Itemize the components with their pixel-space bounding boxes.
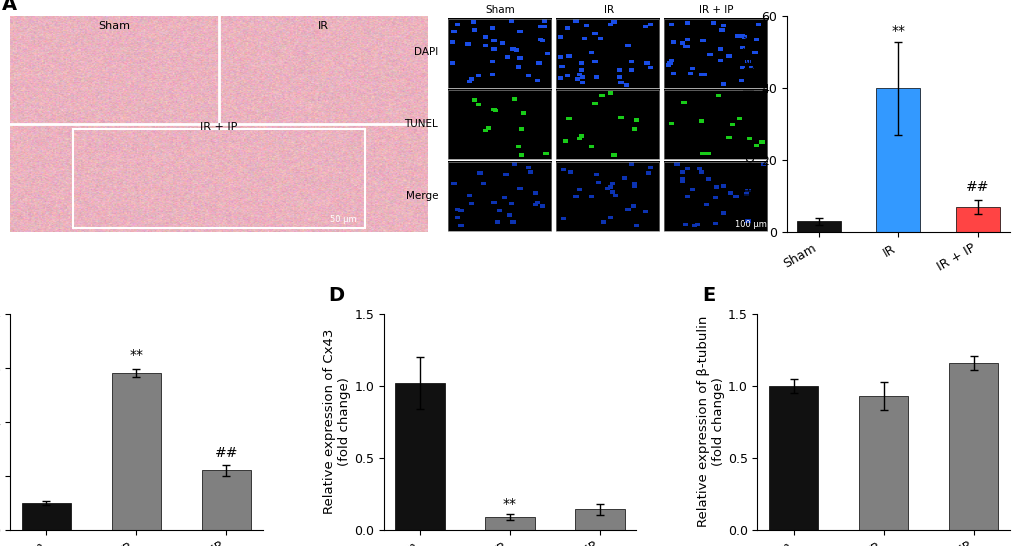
Bar	[948, 363, 998, 530]
Text: D: D	[328, 286, 344, 305]
Text: IR + IP: IR + IP	[200, 122, 237, 132]
Bar	[796, 221, 840, 232]
Text: A: A	[2, 0, 17, 14]
Text: E: E	[701, 286, 714, 305]
Y-axis label: Relative expression of β-tubulin
(fold change): Relative expression of β-tubulin (fold c…	[696, 316, 725, 527]
Text: TUNEL: TUNEL	[405, 119, 438, 129]
Text: **: **	[129, 348, 144, 363]
Text: **: **	[891, 24, 905, 38]
Bar	[447, 19, 551, 87]
Y-axis label: Relative expression of Cx43
(fold change): Relative expression of Cx43 (fold change…	[323, 329, 351, 514]
Bar	[555, 19, 658, 87]
Bar	[395, 383, 444, 530]
Bar	[555, 162, 658, 232]
Text: B: B	[408, 0, 422, 3]
Text: IR: IR	[317, 21, 328, 31]
Text: Sham: Sham	[485, 5, 516, 15]
Bar	[21, 503, 71, 530]
Text: ##: ##	[965, 180, 988, 194]
Text: **: **	[502, 497, 517, 511]
Bar	[575, 509, 624, 530]
Text: IR: IR	[603, 5, 613, 15]
Bar	[663, 19, 766, 87]
Bar	[768, 386, 817, 530]
Text: 100 μm: 100 μm	[735, 220, 766, 229]
Bar	[447, 162, 551, 232]
Bar	[447, 91, 551, 159]
Text: 50 μm: 50 μm	[329, 216, 356, 224]
Bar	[202, 470, 251, 530]
Bar	[955, 207, 999, 232]
Text: DAPI: DAPI	[414, 48, 438, 57]
Text: Merge: Merge	[406, 191, 438, 201]
Bar	[875, 88, 919, 232]
Bar	[555, 91, 658, 159]
Y-axis label: TUNEL positive cell rate (%): TUNEL positive cell rate (%)	[744, 27, 757, 221]
Bar	[858, 396, 908, 530]
Bar	[663, 162, 766, 232]
Text: Sham: Sham	[99, 21, 130, 31]
Text: IR + IP: IR + IP	[698, 5, 733, 15]
Bar	[663, 91, 766, 159]
Bar	[111, 373, 161, 530]
Bar	[485, 517, 534, 530]
Text: ##: ##	[214, 446, 237, 460]
Bar	[72, 128, 365, 228]
